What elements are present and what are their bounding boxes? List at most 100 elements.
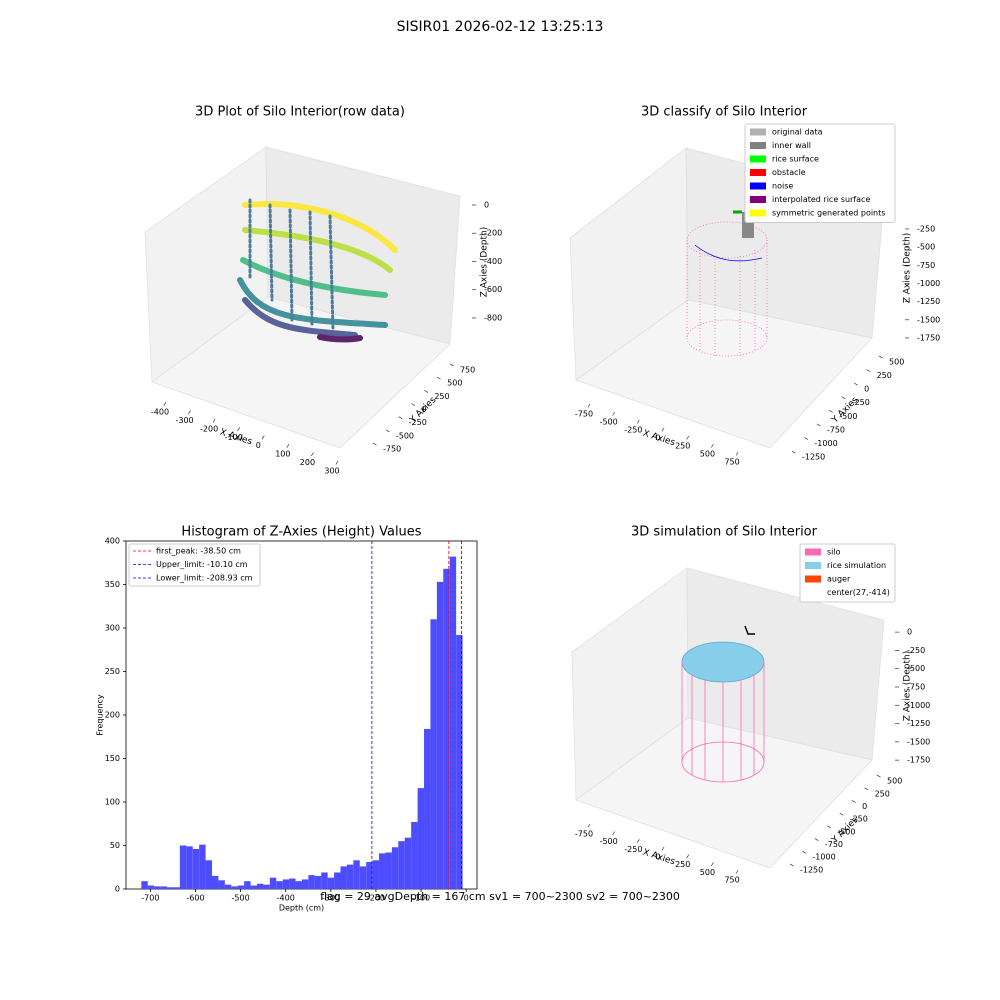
z-tick-label: -1000: [907, 701, 930, 710]
y-tick-label: 500: [889, 357, 904, 366]
x-tick-label: -200: [367, 894, 385, 903]
y-tick-label: -750: [827, 425, 845, 434]
z-tick-label: -1750: [917, 333, 940, 342]
y-tick-label: 0: [115, 885, 120, 894]
bar: [160, 886, 168, 889]
x-tick-label: 500: [700, 450, 715, 459]
bar: [269, 877, 277, 889]
tick-mark: [636, 839, 640, 843]
tick-mark: [816, 423, 821, 427]
tick-mark: [735, 451, 739, 456]
x-tick-label: -600: [186, 894, 204, 903]
x-tick-label: -700: [141, 894, 159, 903]
y-tick-label: -500: [839, 412, 857, 421]
legend-label: rice surface: [772, 155, 819, 164]
x-axis-label: X Axies: [641, 848, 676, 868]
z-tick-label: -250: [907, 646, 925, 655]
tick-mark: [686, 435, 690, 440]
y-axis-label: Y Axies: [830, 815, 861, 846]
chart-title: 3D Plot of Silo Interior(row data): [195, 105, 405, 120]
tick-mark: [711, 443, 714, 448]
legend-swatch: [750, 128, 766, 136]
y-axis-label: Y Axies: [830, 395, 861, 426]
x-tick-label: -300: [175, 416, 193, 425]
bar: [192, 848, 200, 889]
bar: [141, 881, 148, 889]
bar: [147, 885, 155, 889]
x-tick-label: 0: [656, 434, 661, 443]
x-tick-label: -250: [624, 426, 642, 435]
bar: [327, 877, 335, 889]
tick-mark: [866, 369, 871, 372]
y-tick-label: 100: [105, 798, 120, 807]
bar: [366, 862, 373, 889]
bar: [398, 841, 405, 889]
tick-mark: [661, 846, 665, 851]
x-axis-label: X Axies: [641, 429, 676, 449]
tick-mark: [163, 401, 167, 406]
bar: [289, 878, 296, 889]
z-tick-label: -250: [917, 224, 935, 233]
bar: [173, 887, 180, 889]
x-tick-label: 100: [275, 450, 290, 459]
y-axis-label: Frequency: [96, 694, 105, 736]
x-tick-label: 500: [700, 868, 715, 877]
y-tick-label: 250: [105, 667, 120, 676]
y-tick-label: -1000: [814, 439, 837, 448]
z-tick-label: -500: [917, 243, 935, 252]
z-tick-label: 0: [484, 200, 489, 209]
tick-mark: [449, 363, 454, 367]
legend-box: [744, 123, 896, 223]
z-tick-label: -1500: [917, 315, 940, 324]
tick-mark: [261, 435, 265, 440]
bar: [212, 875, 219, 889]
z-tick-label: -600: [484, 285, 502, 294]
y-tick-label: 0: [862, 802, 867, 811]
legend-swatch: [750, 155, 766, 163]
z-tick-label: -200: [484, 229, 502, 238]
tick-mark: [237, 427, 241, 431]
z-tick-label: -500: [907, 664, 925, 673]
x-tick-label: -750: [575, 829, 593, 838]
legend-label: center(27,-414): [827, 588, 890, 597]
y-tick-label: 500: [447, 379, 462, 388]
tick-mark: [372, 442, 377, 446]
tick-mark: [587, 823, 591, 828]
y-tick-label: 250: [877, 371, 892, 380]
bar: [321, 872, 328, 889]
bar: [340, 866, 347, 889]
x-tick-label: 200: [300, 458, 315, 467]
bar: [199, 844, 206, 889]
x-axis-label: Depth (cm): [279, 904, 324, 913]
bar: [443, 568, 450, 889]
bar: [449, 556, 457, 889]
legend-box: [128, 543, 261, 587]
tick-mark: [335, 460, 339, 465]
x-tick-label: -400: [277, 894, 295, 903]
y-tick-label: -750: [383, 445, 401, 454]
z-axis-label: Z Axies (Depth): [903, 233, 913, 304]
tick-mark: [711, 862, 714, 867]
z-tick-label: -1000: [917, 279, 940, 288]
y-tick-label: 400: [105, 537, 120, 546]
x-tick-label: 250: [675, 860, 690, 869]
legend-label: interpolated rice surface: [772, 195, 870, 204]
y-tick-label: 150: [105, 754, 120, 763]
tick-mark: [735, 869, 739, 874]
y-tick-label: -500: [396, 431, 414, 440]
y-tick-label: 250: [434, 392, 449, 401]
tick-mark: [791, 450, 796, 454]
bar: [404, 837, 412, 889]
tick-mark: [286, 443, 290, 448]
legend-label: symmetric generated points: [772, 209, 885, 218]
x-tick-label: -250: [624, 845, 642, 854]
z-tick-label: -400: [484, 257, 502, 266]
tick-mark: [829, 409, 833, 413]
tick-mark: [612, 411, 615, 416]
x-tick-label: -300: [322, 894, 340, 903]
tick-mark: [851, 800, 856, 803]
x-tick-label: -500: [232, 894, 250, 903]
z-tick-label: -1250: [907, 719, 930, 728]
legend-label: silo: [827, 548, 841, 557]
y-tick-label: 0: [864, 385, 869, 394]
